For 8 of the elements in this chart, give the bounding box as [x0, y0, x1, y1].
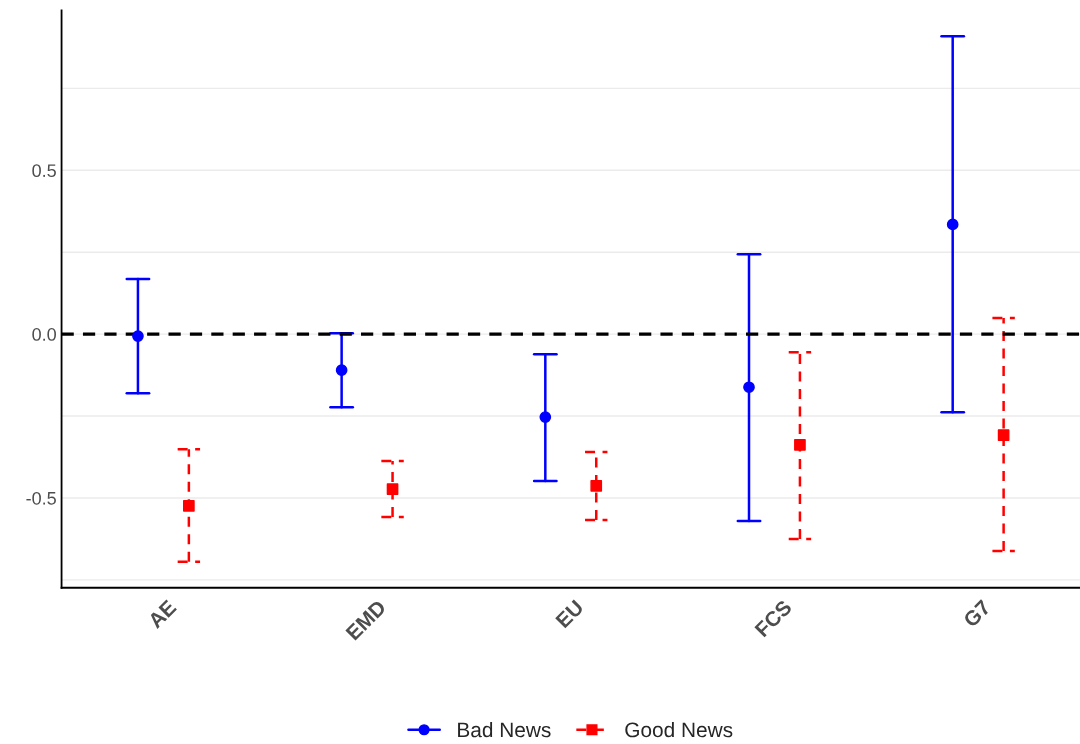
x-tick-label: G7	[962, 599, 992, 629]
legend-label: Good News	[625, 721, 733, 738]
y-tick-label: -0.5	[26, 491, 56, 505]
x-tick-label: EU	[555, 599, 585, 629]
legend-label: Bad News	[458, 721, 551, 738]
y-tick-label: 0.0	[32, 328, 56, 341]
y-tick-label: 0.5	[32, 164, 56, 178]
x-tick-label: AE	[147, 599, 177, 629]
